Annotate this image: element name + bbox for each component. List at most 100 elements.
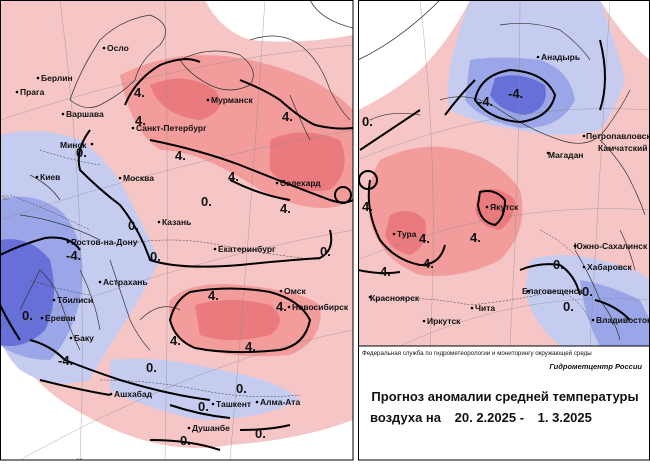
isotherm-contours bbox=[358, 39, 631, 321]
city-label: Салехард bbox=[280, 178, 321, 188]
isoline-label: 0. bbox=[150, 249, 161, 264]
warm-anomaly-core bbox=[270, 132, 345, 191]
isoline-label: 4. bbox=[380, 264, 391, 279]
isoline-label: 4. bbox=[282, 109, 293, 124]
warm-anomaly-core bbox=[195, 300, 280, 340]
isoline-label: 0. bbox=[563, 299, 574, 314]
coastlines bbox=[19, 14, 351, 351]
isoline-label: 4. bbox=[280, 201, 291, 216]
org-name: Гидрометцентр России bbox=[549, 362, 642, 371]
cold-anomaly-zone bbox=[110, 358, 300, 420]
city-label: Душанбе bbox=[192, 423, 230, 433]
city-label: Осло bbox=[107, 43, 129, 53]
no-data-area bbox=[205, 0, 353, 42]
isoline-label: 4. bbox=[135, 113, 146, 128]
isoline-label: 4. bbox=[228, 169, 239, 184]
city-label: Якутск bbox=[490, 202, 519, 212]
city-label: Омск bbox=[284, 286, 307, 296]
city-label: Москва bbox=[123, 173, 154, 183]
city-markers: Осло Берлин Прага Варшава Минск Киев Сан… bbox=[15, 43, 349, 433]
isoline-label: 4. bbox=[470, 230, 481, 245]
city-label: Прага bbox=[20, 87, 45, 97]
borders bbox=[369, 229, 591, 321]
warm-anomaly-core bbox=[150, 78, 220, 120]
city-label: Новосибирск bbox=[292, 302, 349, 312]
city-label: Берлин bbox=[41, 73, 73, 83]
isoline-labels: -4. -4. 0. 4. 4. 4. 4. 4. 0. 0. 0. bbox=[362, 86, 593, 314]
city-label: Хабаровск bbox=[587, 262, 632, 272]
city-label: Камчатский bbox=[598, 143, 647, 153]
forecast-period: воздуха на 20. 2.2025 - 1. 3.2025 bbox=[370, 410, 602, 425]
city-label: Мурманск bbox=[211, 95, 254, 105]
isoline-label: 0. bbox=[128, 218, 139, 233]
isoline-label: 4. bbox=[175, 148, 186, 163]
isoline-label: 4. bbox=[170, 333, 181, 348]
right-map-panel: -4. -4. 0. 4. 4. 4. 4. 4. 0. 0. 0. Анады… bbox=[358, 0, 650, 346]
isoline-label: 0. bbox=[582, 284, 593, 299]
isoline-label: 4. bbox=[419, 231, 430, 246]
city-label: Анадырь bbox=[541, 52, 580, 62]
isoline-label: 0. bbox=[198, 399, 209, 414]
left-map-panel: 4. 4. 4. 0. 4. 4. 0. 0. 4. 0. -4. -4. 0.… bbox=[0, 0, 353, 460]
isoline-label: 0. bbox=[180, 433, 191, 448]
forecast-period-prefix: воздуха на bbox=[370, 410, 442, 425]
graticule bbox=[0, 0, 353, 460]
coastlines bbox=[369, 23, 646, 341]
city-label: Благовещенск bbox=[522, 286, 583, 296]
city-label: Варшава bbox=[66, 109, 104, 119]
forecast-date-to: 1. 3.2025 bbox=[537, 410, 592, 425]
service-credit: Федеральная служба по гидрометеорологии … bbox=[362, 350, 592, 357]
isoline-label: 4. bbox=[276, 299, 287, 314]
isoline-label: 0. bbox=[201, 194, 212, 209]
city-label: Петропавловск bbox=[586, 131, 650, 141]
cold-anomaly-zone bbox=[580, 280, 650, 346]
city-label: Ростов-на-Дону bbox=[71, 237, 138, 247]
isotherm-contours bbox=[0, 58, 353, 451]
city-label: Иркутск bbox=[427, 316, 461, 326]
city-label: Ереван bbox=[45, 313, 76, 323]
city-label: Владивосток bbox=[596, 315, 650, 325]
borders bbox=[9, 149, 321, 397]
no-data-area bbox=[358, 0, 470, 110]
no-data-area bbox=[0, 330, 353, 460]
city-label: Красноярск bbox=[370, 293, 420, 303]
city-label: Южно-Сахалинск bbox=[574, 241, 648, 251]
isoline-label: 0. bbox=[22, 308, 33, 323]
city-label: Астрахань bbox=[103, 277, 148, 287]
cold-anomaly-core bbox=[0, 239, 54, 346]
isoline-label: 0. bbox=[76, 145, 87, 160]
isoline-labels: 4. 4. 4. 0. 4. 4. 0. 0. 4. 0. -4. -4. 0.… bbox=[22, 85, 331, 448]
isoline-label: -4. bbox=[58, 353, 73, 368]
isoline-label: 4. bbox=[208, 288, 219, 303]
isoline-label: -4. bbox=[478, 94, 493, 109]
city-label: Чита bbox=[475, 303, 495, 313]
isoline-label: 0. bbox=[320, 244, 331, 259]
isoline-label: 0. bbox=[146, 360, 157, 375]
isoline-label: 4. bbox=[134, 85, 145, 100]
city-label: Магадан bbox=[548, 150, 583, 160]
forecast-title: Прогноз аномалии средней температуры bbox=[371, 389, 639, 404]
city-label: Тура bbox=[397, 229, 417, 239]
isoline-label: -4. bbox=[66, 248, 81, 263]
isoline-label: 4. bbox=[245, 339, 256, 354]
city-label: Минск bbox=[60, 140, 87, 150]
city-label: Екатеринбург bbox=[218, 244, 276, 254]
city-label: Алма-Ата bbox=[260, 397, 300, 407]
isoline-label: 4. bbox=[362, 199, 373, 214]
isoline-label: 0. bbox=[362, 114, 373, 129]
city-label: Ашхабад bbox=[114, 389, 153, 399]
isoline-label: 0. bbox=[236, 381, 247, 396]
isoline-label: 0. bbox=[255, 426, 266, 441]
city-label: Киев bbox=[40, 172, 60, 182]
city-label: Ташкент bbox=[216, 399, 251, 409]
forecast-date-from: 20. 2.2025 - bbox=[454, 410, 525, 425]
graticule-label: 50 bbox=[2, 196, 9, 202]
isoline-label: -4. bbox=[508, 86, 523, 101]
city-label: Баку bbox=[74, 333, 94, 343]
left-map-frame bbox=[0, 0, 354, 461]
no-data-area bbox=[600, 0, 650, 60]
city-markers: Анадырь Петропавловск Камчатский Магадан… bbox=[368, 52, 650, 326]
warm-anomaly-core bbox=[385, 211, 426, 255]
city-label: Казань bbox=[162, 217, 191, 227]
